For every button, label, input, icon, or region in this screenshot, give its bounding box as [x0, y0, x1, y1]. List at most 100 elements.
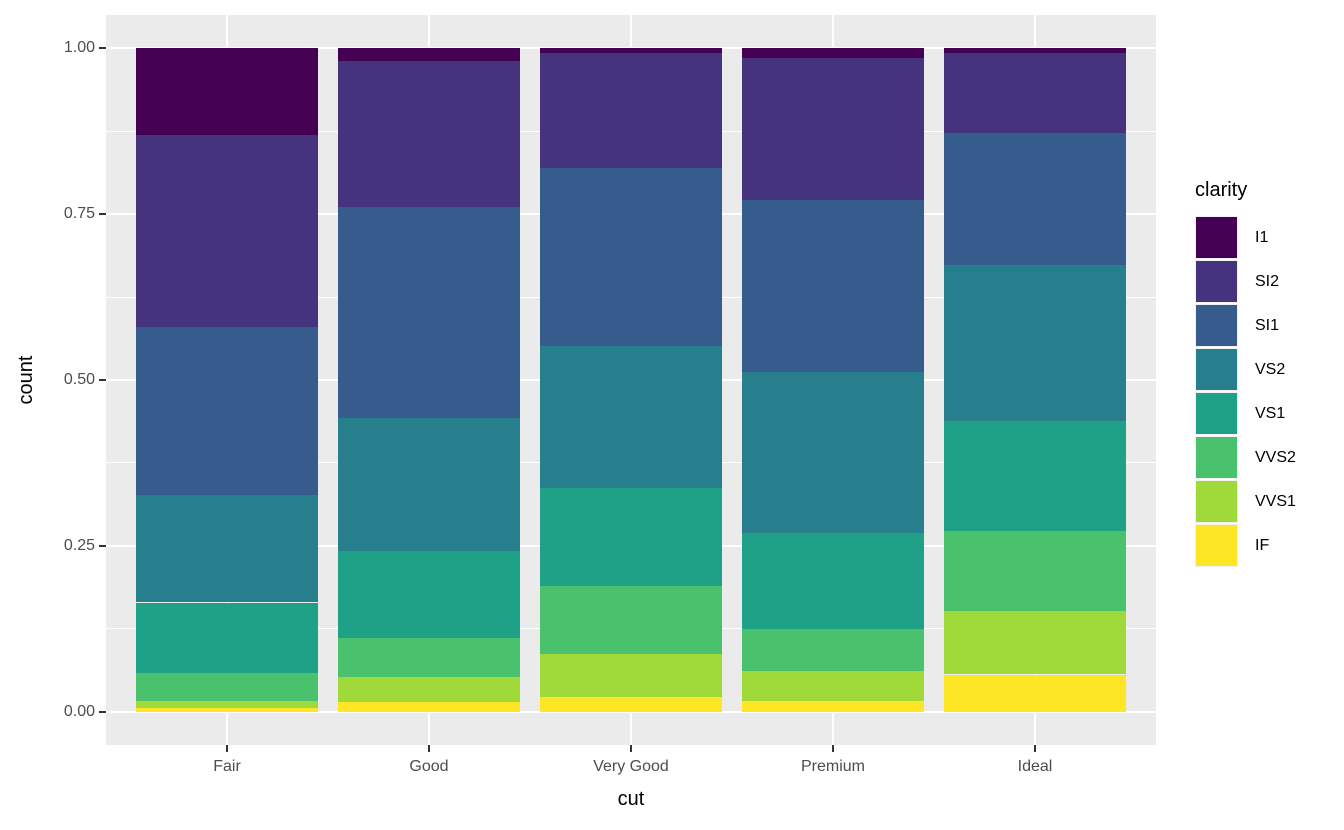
- bar-segment-si1: [742, 199, 924, 372]
- bar-segment-vs1: [338, 550, 520, 639]
- legend-key-i1: [1195, 216, 1238, 259]
- bar-segment-vvs1: [944, 611, 1126, 675]
- bar-segment-si1: [540, 168, 722, 347]
- legend-key-si2: [1195, 260, 1238, 303]
- bar-segment-vs2: [944, 264, 1126, 421]
- legend-swatch-vvs1: [1196, 481, 1237, 522]
- legend-key-vs2: [1195, 348, 1238, 391]
- bar-segment-si1: [136, 326, 318, 495]
- bar-segment-vvs2: [944, 531, 1126, 612]
- y-tick-mark: [99, 213, 106, 216]
- legend-swatch-vvs2: [1196, 437, 1237, 478]
- legend-label: I1: [1255, 228, 1269, 246]
- x-tick-label-very-good: Very Good: [593, 758, 669, 775]
- x-tick-label-fair: Fair: [213, 758, 241, 775]
- legend-label: VS1: [1255, 404, 1286, 422]
- bar-segment-i1: [944, 48, 1126, 53]
- bar-segment-vvs1: [338, 677, 520, 703]
- bar-segment-vvs1: [136, 701, 318, 709]
- legend-swatch-vs1: [1196, 393, 1237, 434]
- bar-segment-si2: [136, 134, 318, 327]
- legend-items: I1 SI2 SI1 VS2 VS1 VVS2 VVS1 IF: [1195, 216, 1296, 567]
- bar-segment-i1: [540, 48, 722, 53]
- bar-segment-vs1: [944, 420, 1126, 532]
- legend-swatch-si2: [1196, 261, 1237, 302]
- bar-segment-if: [540, 697, 722, 712]
- bar-segment-si1: [944, 132, 1126, 265]
- x-tick-mark: [630, 745, 632, 752]
- y-tick-label: 0.25: [63, 536, 95, 554]
- legend-swatch-if: [1196, 525, 1237, 566]
- x-tick-label-ideal: Ideal: [1017, 758, 1053, 775]
- x-axis-title: cut: [617, 788, 645, 810]
- x-tick-mark: [428, 745, 430, 752]
- bar-ideal: [944, 48, 1126, 712]
- bar-segment-vs2: [338, 418, 520, 551]
- bar-segment-i1: [742, 48, 924, 59]
- legend-item-si1: SI1: [1195, 304, 1296, 347]
- bar-good: [338, 48, 520, 712]
- bar-segment-si2: [338, 61, 520, 208]
- legend-item-si2: SI2: [1195, 260, 1296, 303]
- bar-segment-if: [742, 700, 924, 712]
- plot-panel: [106, 15, 1156, 745]
- x-tick-label-premium: Premium: [800, 758, 865, 775]
- bar-segment-vvs1: [540, 653, 722, 698]
- bar-segment-vvs2: [338, 638, 520, 678]
- x-tick-label-good: Good: [409, 758, 449, 775]
- x-tick-mark: [1034, 745, 1036, 752]
- bar-segment-vs2: [136, 494, 318, 603]
- bar-premium: [742, 48, 924, 712]
- bar-segment-vs2: [742, 371, 924, 534]
- bar-segment-i1: [136, 48, 318, 135]
- bar-segment-if: [338, 702, 520, 712]
- y-tick-mark: [99, 710, 106, 713]
- legend-item-vs1: VS1: [1195, 392, 1296, 435]
- legend-swatch-vs2: [1196, 349, 1237, 390]
- x-tick-mark: [832, 745, 834, 752]
- legend-key-si1: [1195, 304, 1238, 347]
- legend: clarity I1 SI2 SI1 VS2 VS1 VVS2 VVS1 IF: [1195, 178, 1296, 568]
- legend-label: VVS1: [1255, 492, 1296, 510]
- y-tick-mark: [99, 379, 106, 381]
- legend-swatch-i1: [1196, 217, 1237, 258]
- bar-very-good: [540, 48, 722, 712]
- legend-item-vvs2: VVS2: [1195, 436, 1296, 479]
- legend-item-if: IF: [1195, 524, 1296, 567]
- legend-key-vvs1: [1195, 480, 1238, 523]
- bar-segment-vs1: [742, 533, 924, 630]
- legend-label: SI1: [1255, 316, 1280, 334]
- legend-item-i1: I1: [1195, 216, 1296, 259]
- bar-segment-vvs1: [742, 671, 924, 701]
- bar-segment-if: [136, 708, 318, 712]
- bar-fair: [136, 48, 318, 712]
- bar-segment-vs1: [540, 488, 722, 586]
- bar-segment-vvs2: [742, 629, 924, 672]
- y-tick-mark: [99, 47, 106, 50]
- bar-segment-si2: [742, 58, 924, 200]
- legend-key-vvs2: [1195, 436, 1238, 479]
- legend-swatch-si1: [1196, 305, 1237, 346]
- bar-segment-i1: [338, 48, 520, 62]
- bar-segment-si1: [338, 207, 520, 419]
- y-tick-label: 0.50: [63, 371, 95, 388]
- y-tick-label: 0.00: [63, 702, 95, 720]
- legend-label: IF: [1255, 536, 1270, 554]
- legend-key-vs1: [1195, 392, 1238, 435]
- bar-segment-si2: [540, 52, 722, 169]
- legend-label: SI2: [1255, 272, 1280, 290]
- legend-key-if: [1195, 524, 1238, 567]
- bar-segment-si2: [944, 52, 1126, 133]
- legend-item-vvs1: VVS1: [1195, 480, 1296, 523]
- legend-label: VS2: [1255, 360, 1286, 378]
- bar-segment-vvs2: [540, 585, 722, 654]
- legend-title: clarity: [1195, 179, 1248, 201]
- legend-label: VVS2: [1255, 448, 1296, 466]
- bar-segment-vs2: [540, 346, 722, 489]
- bar-segment-vvs2: [136, 672, 318, 702]
- x-tick-mark: [226, 745, 228, 752]
- y-tick-label: 1.00: [63, 39, 95, 57]
- y-tick-mark: [99, 544, 106, 547]
- bar-segment-if: [944, 674, 1126, 712]
